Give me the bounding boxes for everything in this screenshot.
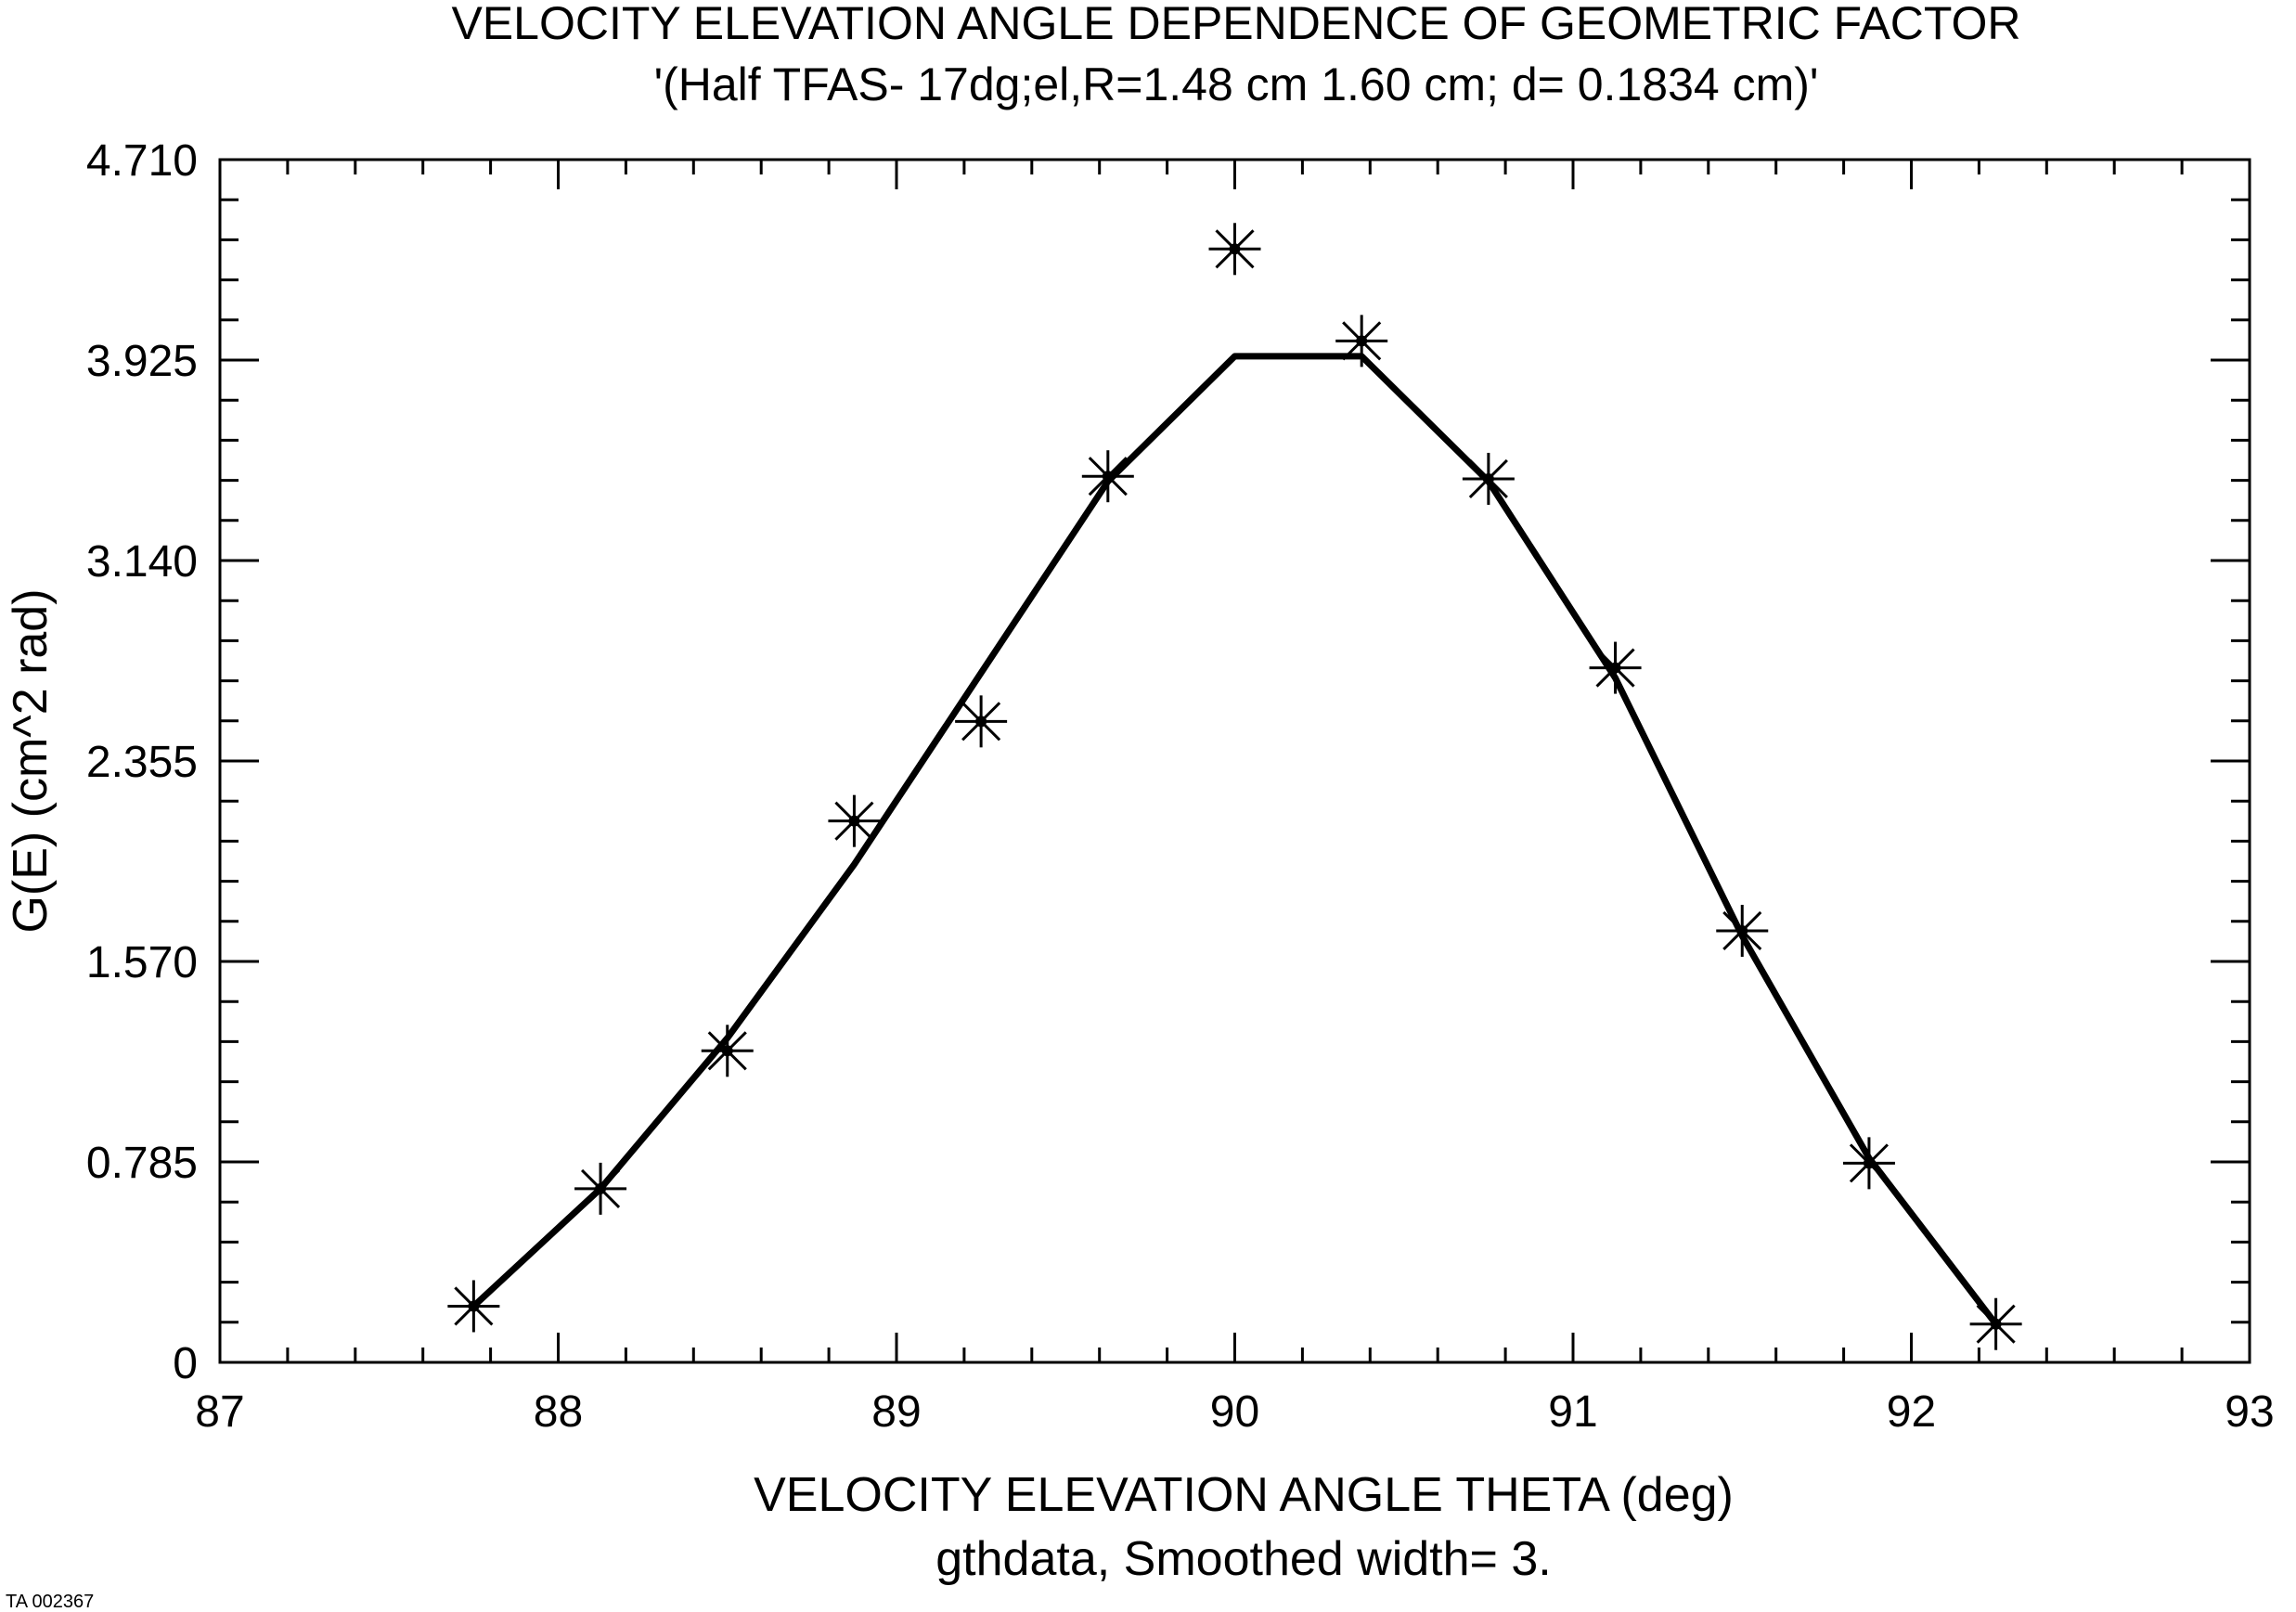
chart-subtitle: '(Half TFAS- 17dg;el,R=1.48 cm 1.60 cm; …	[654, 58, 1819, 110]
chart-title: VELOCITY ELEVATION ANGLE DEPENDENCE OF G…	[451, 0, 2020, 49]
axis-ticks	[218, 158, 2251, 1364]
axis-tick-labels: 87 88 89 90 91 92 93 0 0.785 1.570 2.355 3.140 3.925…	[86, 136, 2275, 1437]
y-tick-label: 0.785	[86, 1139, 198, 1188]
data-point-marker	[1462, 452, 1515, 505]
data-point-marker	[1589, 641, 1642, 694]
plot-frame	[218, 158, 2251, 1364]
y-tick-label: 4.710	[86, 136, 198, 186]
data-point-marker	[1335, 315, 1388, 368]
x-tick-label: 92	[1887, 1387, 1936, 1437]
y-tick-label: 2.355	[86, 738, 198, 787]
smoothed-line	[470, 353, 2000, 1328]
data-point-marker	[955, 695, 1008, 748]
x-axis-sublabel: gthdata, Smoothed width= 3.	[935, 1532, 1551, 1586]
data-point-marker	[447, 1280, 500, 1333]
marker-center	[1736, 924, 1748, 936]
data-point-marker	[574, 1162, 627, 1215]
marker-center	[1990, 1318, 2002, 1330]
x-tick-label: 89	[871, 1387, 921, 1437]
y-tick-label: 1.570	[86, 938, 198, 987]
y-tick-label: 3.925	[86, 337, 198, 386]
marker-center	[848, 815, 860, 827]
data-marker-series	[447, 223, 2022, 1350]
marker-center	[721, 1045, 733, 1057]
data-point-marker	[1842, 1137, 1895, 1190]
data-point-marker	[701, 1025, 754, 1077]
marker-center	[1482, 472, 1494, 484]
marker-center	[595, 1182, 607, 1194]
data-point-marker	[1081, 450, 1134, 503]
marker-center	[1609, 662, 1621, 674]
marker-center	[1356, 335, 1368, 347]
x-tick-label: 88	[534, 1387, 583, 1437]
y-tick-label: 0	[173, 1339, 198, 1388]
y-axis-label: G(E) (cm^2 rad)	[4, 588, 58, 933]
marker-center	[1229, 243, 1241, 255]
x-tick-label: 87	[195, 1387, 244, 1437]
data-point-marker	[828, 794, 881, 847]
marker-center	[1102, 471, 1114, 483]
x-axis-label: VELOCITY ELEVATION ANGLE THETA (deg)	[754, 1468, 1734, 1522]
data-point-marker	[1969, 1297, 2022, 1350]
y-tick-label: 3.140	[86, 537, 198, 587]
marker-center	[468, 1300, 480, 1312]
figure-code: TA 002367	[6, 1592, 94, 1612]
data-point-marker	[1208, 223, 1261, 276]
x-tick-label: 93	[2225, 1387, 2274, 1437]
x-tick-label: 91	[1548, 1387, 1597, 1437]
x-tick-label: 90	[1210, 1387, 1259, 1437]
marker-center	[975, 716, 987, 728]
marker-center	[1863, 1157, 1875, 1169]
data-point-marker	[1716, 904, 1769, 957]
smoothed-line-series	[470, 353, 2000, 1328]
